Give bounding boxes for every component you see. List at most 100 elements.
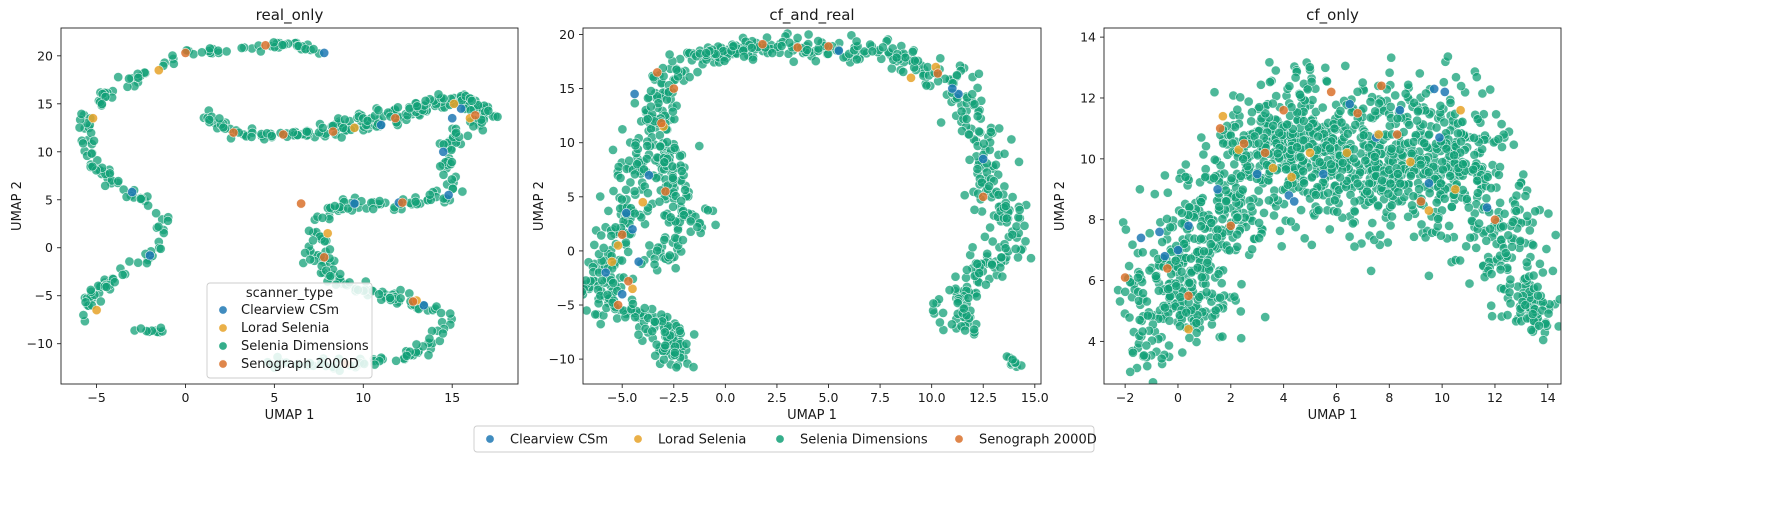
point-selenia-dimensions xyxy=(1423,167,1434,178)
point-selenia-dimensions xyxy=(728,41,739,51)
point-selenia-dimensions xyxy=(1186,253,1196,264)
point-selenia-dimensions xyxy=(1349,206,1360,217)
point-selenia-dimensions xyxy=(317,122,328,133)
point-selenia-dimensions xyxy=(1295,151,1306,162)
point-selenia-dimensions xyxy=(963,293,974,303)
point-lorad-selenia xyxy=(1342,147,1352,158)
point-selenia-dimensions xyxy=(659,354,669,365)
point-selenia-dimensions xyxy=(1377,175,1387,186)
point-selenia-dimensions xyxy=(935,53,946,64)
plot-frame xyxy=(1103,27,1562,385)
x-axis-label: UMAP 1 xyxy=(787,408,837,423)
point-selenia-dimensions xyxy=(1349,196,1360,207)
point-selenia-dimensions xyxy=(1486,269,1497,279)
point-selenia-dimensions xyxy=(1414,68,1425,79)
plot-frame xyxy=(60,27,519,385)
point-selenia-dimensions xyxy=(660,327,670,338)
point-selenia-dimensions xyxy=(437,328,448,339)
point-selenia-dimensions xyxy=(671,362,682,373)
point-lorad-selenia xyxy=(627,283,638,294)
point-selenia-dimensions xyxy=(1246,201,1256,212)
point-selenia-dimensions xyxy=(1550,230,1561,240)
point-selenia-dimensions xyxy=(1482,172,1493,182)
point-selenia-dimensions xyxy=(1153,285,1164,296)
point-selenia-dimensions xyxy=(1201,141,1211,152)
point-selenia-dimensions xyxy=(1144,265,1155,276)
y-axis-label: UMAP 2 xyxy=(1053,181,1068,231)
point-selenia-dimensions xyxy=(1213,269,1224,279)
point-clearview-csm xyxy=(349,198,360,209)
point-selenia-dimensions xyxy=(1127,239,1138,250)
point-lorad-selenia xyxy=(1183,324,1194,335)
point-clearview-csm xyxy=(1183,220,1194,231)
panel-title: cf_only xyxy=(1306,6,1359,25)
point-selenia-dimensions xyxy=(623,246,634,257)
point-selenia-dimensions xyxy=(1151,271,1161,282)
point-clearview-csm xyxy=(644,170,654,181)
point-selenia-dimensions xyxy=(1415,159,1426,170)
point-selenia-dimensions xyxy=(1407,200,1417,211)
point-selenia-dimensions xyxy=(632,159,643,170)
point-selenia-dimensions xyxy=(410,196,421,207)
point-selenia-dimensions xyxy=(1184,278,1195,288)
bottom-legend-marker xyxy=(775,434,785,444)
point-selenia-dimensions xyxy=(1543,308,1554,319)
point-selenia-dimensions xyxy=(1235,92,1246,103)
point-selenia-dimensions xyxy=(1493,134,1504,145)
point-selenia-dimensions xyxy=(1284,81,1295,92)
point-senograph-2000d xyxy=(228,127,239,138)
bottom-legend-marker xyxy=(485,434,495,444)
point-clearview-csm xyxy=(418,300,429,311)
point-clearview-csm xyxy=(1173,245,1183,255)
scatter-points xyxy=(74,37,503,376)
point-selenia-dimensions xyxy=(936,117,946,128)
point-selenia-dimensions xyxy=(1340,61,1351,71)
point-selenia-dimensions xyxy=(583,305,592,316)
point-selenia-dimensions xyxy=(1532,281,1543,292)
point-selenia-dimensions xyxy=(1436,230,1446,241)
point-selenia-dimensions xyxy=(981,279,991,290)
point-selenia-dimensions xyxy=(1141,340,1152,351)
point-selenia-dimensions xyxy=(1313,131,1324,142)
point-selenia-dimensions xyxy=(684,72,695,82)
x-tick-label: 2 xyxy=(1227,390,1235,405)
point-selenia-dimensions xyxy=(1230,122,1241,132)
point-selenia-dimensions xyxy=(674,325,685,336)
point-selenia-dimensions xyxy=(1253,138,1264,149)
point-selenia-dimensions xyxy=(670,347,680,358)
point-selenia-dimensions xyxy=(595,319,606,329)
point-selenia-dimensions xyxy=(1232,229,1242,240)
point-selenia-dimensions xyxy=(1507,241,1517,252)
point-selenia-dimensions xyxy=(1329,123,1340,134)
point-selenia-dimensions xyxy=(362,115,373,126)
point-selenia-dimensions xyxy=(1217,331,1228,342)
point-clearview-csm xyxy=(319,48,330,58)
point-selenia-dimensions xyxy=(1365,96,1376,107)
point-selenia-dimensions xyxy=(608,277,619,288)
point-selenia-dimensions xyxy=(1180,159,1191,170)
point-selenia-dimensions xyxy=(1481,193,1492,204)
point-selenia-dimensions xyxy=(1208,173,1219,183)
point-selenia-dimensions xyxy=(1534,320,1544,331)
point-selenia-dimensions xyxy=(1270,65,1281,76)
point-selenia-dimensions xyxy=(630,140,641,151)
point-lorad-selenia xyxy=(449,98,459,109)
point-selenia-dimensions xyxy=(1505,298,1516,309)
point-selenia-dimensions xyxy=(598,242,609,253)
point-clearview-csm xyxy=(1434,132,1445,143)
point-selenia-dimensions xyxy=(277,40,288,50)
point-selenia-dimensions xyxy=(1386,143,1397,154)
point-selenia-dimensions xyxy=(1264,57,1275,68)
point-senograph-2000d xyxy=(1120,272,1130,283)
point-selenia-dimensions xyxy=(236,43,247,53)
point-selenia-dimensions xyxy=(1530,206,1541,217)
point-selenia-dimensions xyxy=(810,56,821,66)
point-selenia-dimensions xyxy=(1162,187,1173,198)
point-selenia-dimensions xyxy=(1010,243,1021,254)
point-selenia-dimensions xyxy=(1124,261,1134,271)
point-selenia-dimensions xyxy=(1217,214,1228,224)
point-selenia-dimensions xyxy=(401,350,412,361)
point-selenia-dimensions xyxy=(205,43,215,54)
point-senograph-2000d xyxy=(1490,214,1500,225)
point-lorad-selenia xyxy=(1455,105,1466,116)
